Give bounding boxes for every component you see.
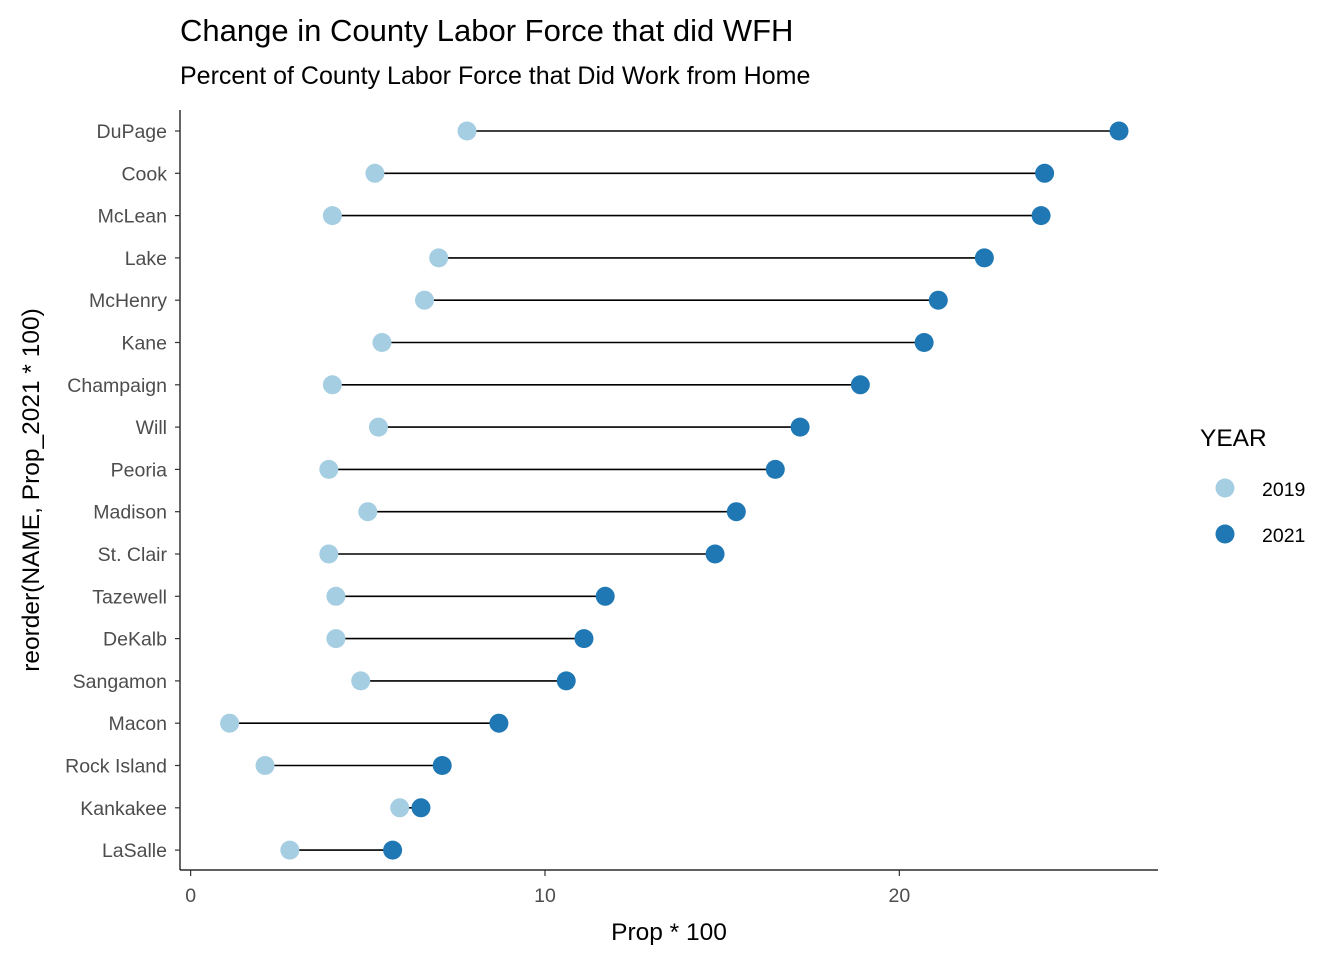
legend-label-2019: 2019: [1262, 479, 1305, 501]
y-tick-label: Will: [136, 417, 167, 439]
point-2021: [765, 459, 785, 479]
x-tick-label: 0: [185, 885, 196, 907]
y-axis-title: reorder(NAME, Prop_2021 * 100): [18, 308, 45, 672]
y-tick-label: McLean: [98, 206, 167, 228]
y-tick-label: St. Clair: [98, 544, 168, 566]
legend-label-2021: 2021: [1262, 525, 1305, 547]
point-2019: [358, 502, 378, 522]
point-2019: [220, 713, 240, 733]
point-2021: [850, 375, 870, 395]
y-tick-label: McHenry: [89, 290, 167, 312]
y-tick-label: Tazewell: [92, 586, 167, 608]
y-tick-label: DeKalb: [103, 629, 167, 651]
point-2019: [326, 586, 346, 606]
point-2021: [411, 798, 431, 818]
plot-area: [220, 121, 1129, 860]
y-tick-label: Kankakee: [80, 798, 167, 820]
point-2021: [914, 333, 934, 352]
point-2019: [319, 459, 339, 479]
x-axis-ticks: 0 10 20: [185, 870, 910, 907]
point-2021: [790, 417, 810, 437]
point-2021: [595, 586, 615, 606]
x-tick-label: 20: [888, 885, 910, 907]
point-2021: [489, 713, 509, 733]
y-tick-label: Champaign: [67, 375, 167, 397]
point-2019: [368, 417, 388, 437]
point-2021: [705, 544, 725, 564]
point-2019: [365, 163, 385, 183]
y-tick-label: Peoria: [111, 459, 168, 481]
point-2019: [319, 544, 339, 564]
point-2021: [1031, 206, 1051, 226]
point-2021: [432, 756, 452, 775]
point-2021: [383, 840, 403, 860]
y-axis-ticks: DuPage Cook McLean Lake McHenry Kane Champaign…: [65, 121, 180, 862]
point-2019: [322, 375, 342, 395]
y-tick-label: Sangamon: [73, 671, 167, 693]
x-axis-title: Prop * 100: [611, 919, 727, 946]
legend-key-2021: [1215, 524, 1235, 544]
point-2019: [280, 840, 300, 860]
y-tick-label: Macon: [108, 713, 167, 735]
x-tick-label: 10: [534, 885, 556, 907]
chart-subtitle: Percent of County Labor Force that Did W…: [180, 62, 810, 90]
point-2019: [372, 333, 392, 352]
point-2021: [928, 290, 948, 310]
point-2019: [322, 206, 342, 226]
point-2021: [556, 671, 576, 691]
point-2019: [351, 671, 371, 691]
point-2021: [574, 629, 594, 649]
point-2019: [390, 798, 410, 818]
point-2021: [1109, 121, 1129, 141]
legend-title: YEAR: [1200, 425, 1267, 452]
y-tick-label: DuPage: [97, 121, 167, 143]
legend: YEAR 2019 2021: [1200, 425, 1305, 547]
y-tick-label: Madison: [93, 502, 167, 524]
point-2019: [415, 290, 434, 310]
point-2019: [255, 756, 275, 775]
point-2021: [726, 502, 746, 522]
point-2019: [326, 629, 346, 649]
point-2021: [1035, 163, 1055, 183]
y-tick-label: Rock Island: [65, 756, 167, 778]
chart-title: Change in County Labor Force that did WF…: [180, 13, 793, 48]
point-2019: [429, 248, 449, 268]
legend-key-2019: [1215, 478, 1235, 498]
y-tick-label: Kane: [121, 333, 167, 355]
point-2019: [457, 121, 477, 141]
y-tick-label: LaSalle: [102, 840, 167, 862]
y-tick-label: Cook: [121, 163, 167, 185]
point-2021: [974, 248, 994, 268]
y-tick-label: Lake: [125, 248, 167, 270]
